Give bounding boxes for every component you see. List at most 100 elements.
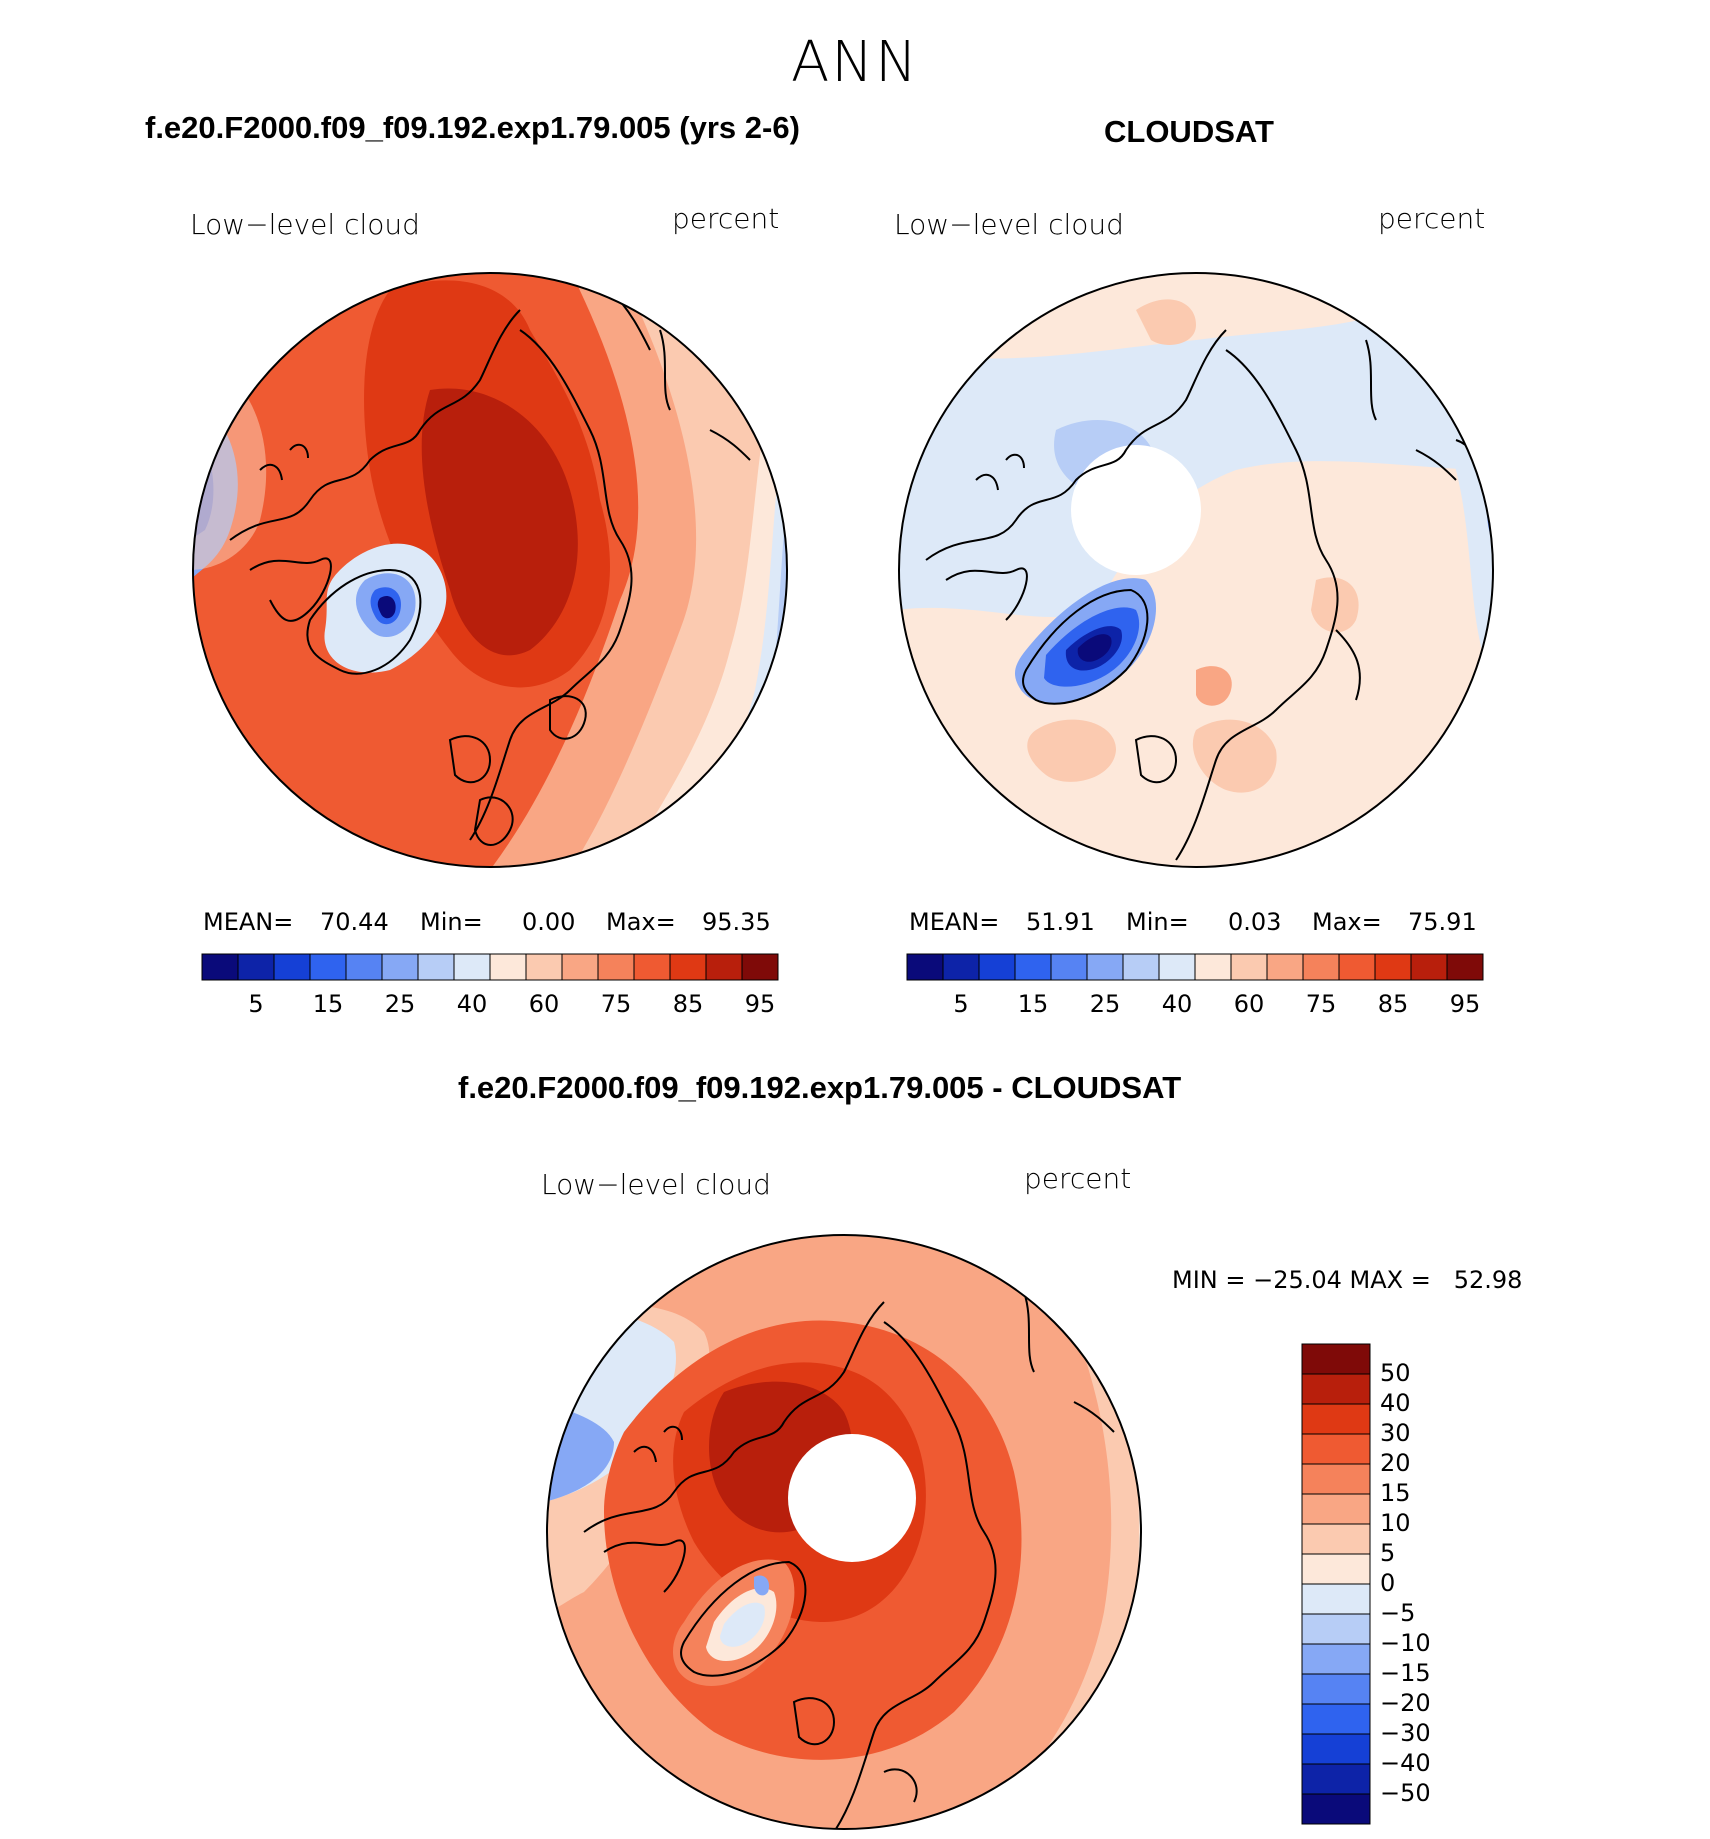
panel-obs-colorbar-tick-label: 40 (1161, 990, 1193, 1018)
panel-obs-colorbar-tick-label: 60 (1233, 990, 1265, 1018)
main-title: ANN (790, 30, 920, 95)
panel-diff-title: f.e20.F2000.f09_f09.192.exp1.79.005 - CL… (458, 1070, 1182, 1105)
panel-model-colorbar-swatch (741, 953, 779, 981)
panel-model-colorbar-swatch (237, 953, 275, 981)
panel-diff-colorbar-swatch (1301, 1583, 1371, 1615)
panel-model-colorbar-tick-label: 5 (248, 990, 264, 1018)
panel-diff-colorbar-tick-label: −10 (1380, 1629, 1431, 1657)
panel-diff-colorbar-swatch (1301, 1703, 1371, 1735)
panel-diff-colorbar-tick-label: 40 (1380, 1389, 1411, 1417)
panel-diff-minmax: MIN = −25.04 MAX = 52.98 (1172, 1266, 1523, 1294)
panel-obs-colorbar-swatch (1338, 953, 1376, 981)
panel-diff-colorbar-swatch (1301, 1733, 1371, 1765)
panel-model-mean-value: 70.44 (320, 908, 389, 936)
panel-obs-colorbar-swatch (1050, 953, 1088, 981)
panel-model-colorbar-swatch (381, 953, 419, 981)
panel-model-colorbar-swatch (561, 953, 599, 981)
panel-diff-colorbar-tick-label: −30 (1380, 1719, 1431, 1747)
panel-obs-units-label: percent (1378, 202, 1486, 235)
panel-diff-colorbar-tick-label: −40 (1380, 1749, 1431, 1777)
panel-model-colorbar-tick-label: 60 (528, 990, 560, 1018)
panel-diff-colorbar-swatch (1301, 1613, 1371, 1645)
panel-diff-colorbar-swatch (1301, 1493, 1371, 1525)
panel-obs-colorbar-swatch (1230, 953, 1268, 981)
panel-obs-colorbar-swatch (1446, 953, 1484, 981)
panel-obs-colorbar-swatch (906, 953, 944, 981)
panel-diff-colorbar-swatch (1301, 1343, 1371, 1375)
panel-obs-mean-label: MEAN= (909, 908, 1000, 936)
panel-model-colorbar-swatch (489, 953, 527, 981)
panel-model-colorbar-swatch (525, 953, 563, 981)
panel-diff-colorbar-swatch (1301, 1673, 1371, 1705)
panel-model-colorbar-swatch (201, 953, 239, 981)
panel-model-field-label: Low−level cloud (190, 208, 420, 241)
panel-model-colorbar-swatch (345, 953, 383, 981)
panel-model-max-label: Max= (606, 908, 676, 936)
panel-model-colorbar (201, 953, 779, 981)
panel-obs-colorbar-tick-label: 25 (1089, 990, 1121, 1018)
panel-obs-colorbar-swatch (1302, 953, 1340, 981)
panel-obs-colorbar-swatch (978, 953, 1016, 981)
panel-obs-polar-map (898, 272, 1494, 868)
panel-model-colorbar-swatch (705, 953, 743, 981)
panel-obs-colorbar-tick-label: 15 (1017, 990, 1049, 1018)
panel-obs-colorbar-swatch (1194, 953, 1232, 981)
panel-diff-colorbar-tick-label: −15 (1380, 1659, 1431, 1687)
panel-diff-colorbar-tick-label: 50 (1380, 1359, 1411, 1387)
panel-diff-colorbar-swatch (1301, 1763, 1371, 1795)
panel-model-min-label: Min= (420, 908, 483, 936)
panel-diff-polar-map (546, 1234, 1142, 1830)
panel-obs-max-label: Max= (1312, 908, 1382, 936)
panel-model-polar-map (192, 272, 788, 868)
panel-obs-mean-value: 51.91 (1026, 908, 1095, 936)
panel-model-max-value: 95.35 (702, 908, 771, 936)
panel-model-colorbar-tick-label: 25 (384, 990, 416, 1018)
panel-obs-colorbar-swatch (1086, 953, 1124, 981)
panel-diff-colorbar (1301, 1343, 1371, 1825)
panel-diff-colorbar-swatch (1301, 1643, 1371, 1675)
panel-obs-colorbar-swatch (1410, 953, 1448, 981)
panel-diff-colorbar-tick-label: 30 (1380, 1419, 1411, 1447)
panel-model-units-label: percent (672, 202, 780, 235)
panel-diff-colorbar-swatch (1301, 1553, 1371, 1585)
panel-obs-colorbar-swatch (1374, 953, 1412, 981)
panel-diff-colorbar-swatch (1301, 1523, 1371, 1555)
panel-model-colorbar-tick-label: 85 (672, 990, 704, 1018)
panel-diff-colorbar-swatch (1301, 1373, 1371, 1405)
panel-diff-colorbar-tick-label: −20 (1380, 1689, 1431, 1717)
panel-diff-colorbar-swatch (1301, 1403, 1371, 1435)
panel-diff-colorbar-swatch (1301, 1463, 1371, 1495)
panel-diff-colorbar-tick-label: −5 (1380, 1599, 1416, 1627)
panel-diff-colorbar-tick-label: 5 (1380, 1539, 1396, 1567)
panel-diff-colorbar-tick-label: −50 (1380, 1779, 1431, 1807)
panel-diff-colorbar-swatch (1301, 1433, 1371, 1465)
panel-diff-colorbar-tick-label: 10 (1380, 1509, 1411, 1537)
panel-model-colorbar-swatch (309, 953, 347, 981)
panel-obs-colorbar-tick-label: 85 (1377, 990, 1409, 1018)
panel-model-colorbar-tick-label: 15 (312, 990, 344, 1018)
panel-model-min-value: 0.00 (522, 908, 576, 936)
panel-obs-max-value: 75.91 (1408, 908, 1477, 936)
panel-model-colorbar-tick-label: 75 (600, 990, 632, 1018)
panel-model-colorbar-swatch (417, 953, 455, 981)
panel-model-colorbar-tick-label: 40 (456, 990, 488, 1018)
panel-model-colorbar-swatch (633, 953, 671, 981)
panel-obs-colorbar-swatch (1158, 953, 1196, 981)
panel-obs-colorbar-swatch (1122, 953, 1160, 981)
panel-obs-colorbar (906, 953, 1484, 981)
panel-obs-field-label: Low−level cloud (894, 208, 1124, 241)
panel-obs-colorbar-swatch (1014, 953, 1052, 981)
panel-diff-colorbar-tick-label: 0 (1380, 1569, 1396, 1597)
panel-obs-colorbar-swatch (942, 953, 980, 981)
panel-model-colorbar-swatch (597, 953, 635, 981)
panel-diff-colorbar-tick-label: 15 (1380, 1479, 1411, 1507)
panel-obs-title: CLOUDSAT (1104, 114, 1274, 149)
panel-diff-colorbar-swatch (1301, 1793, 1371, 1825)
panel-obs-colorbar-tick-label: 95 (1449, 990, 1481, 1018)
panel-obs-colorbar-tick-label: 5 (953, 990, 969, 1018)
panel-obs-min-label: Min= (1126, 908, 1189, 936)
panel-model-colorbar-swatch (273, 953, 311, 981)
panel-diff-colorbar-tick-label: 20 (1380, 1449, 1411, 1477)
panel-obs-colorbar-tick-label: 75 (1305, 990, 1337, 1018)
panel-model-title: f.e20.F2000.f09_f09.192.exp1.79.005 (yrs… (145, 110, 800, 145)
